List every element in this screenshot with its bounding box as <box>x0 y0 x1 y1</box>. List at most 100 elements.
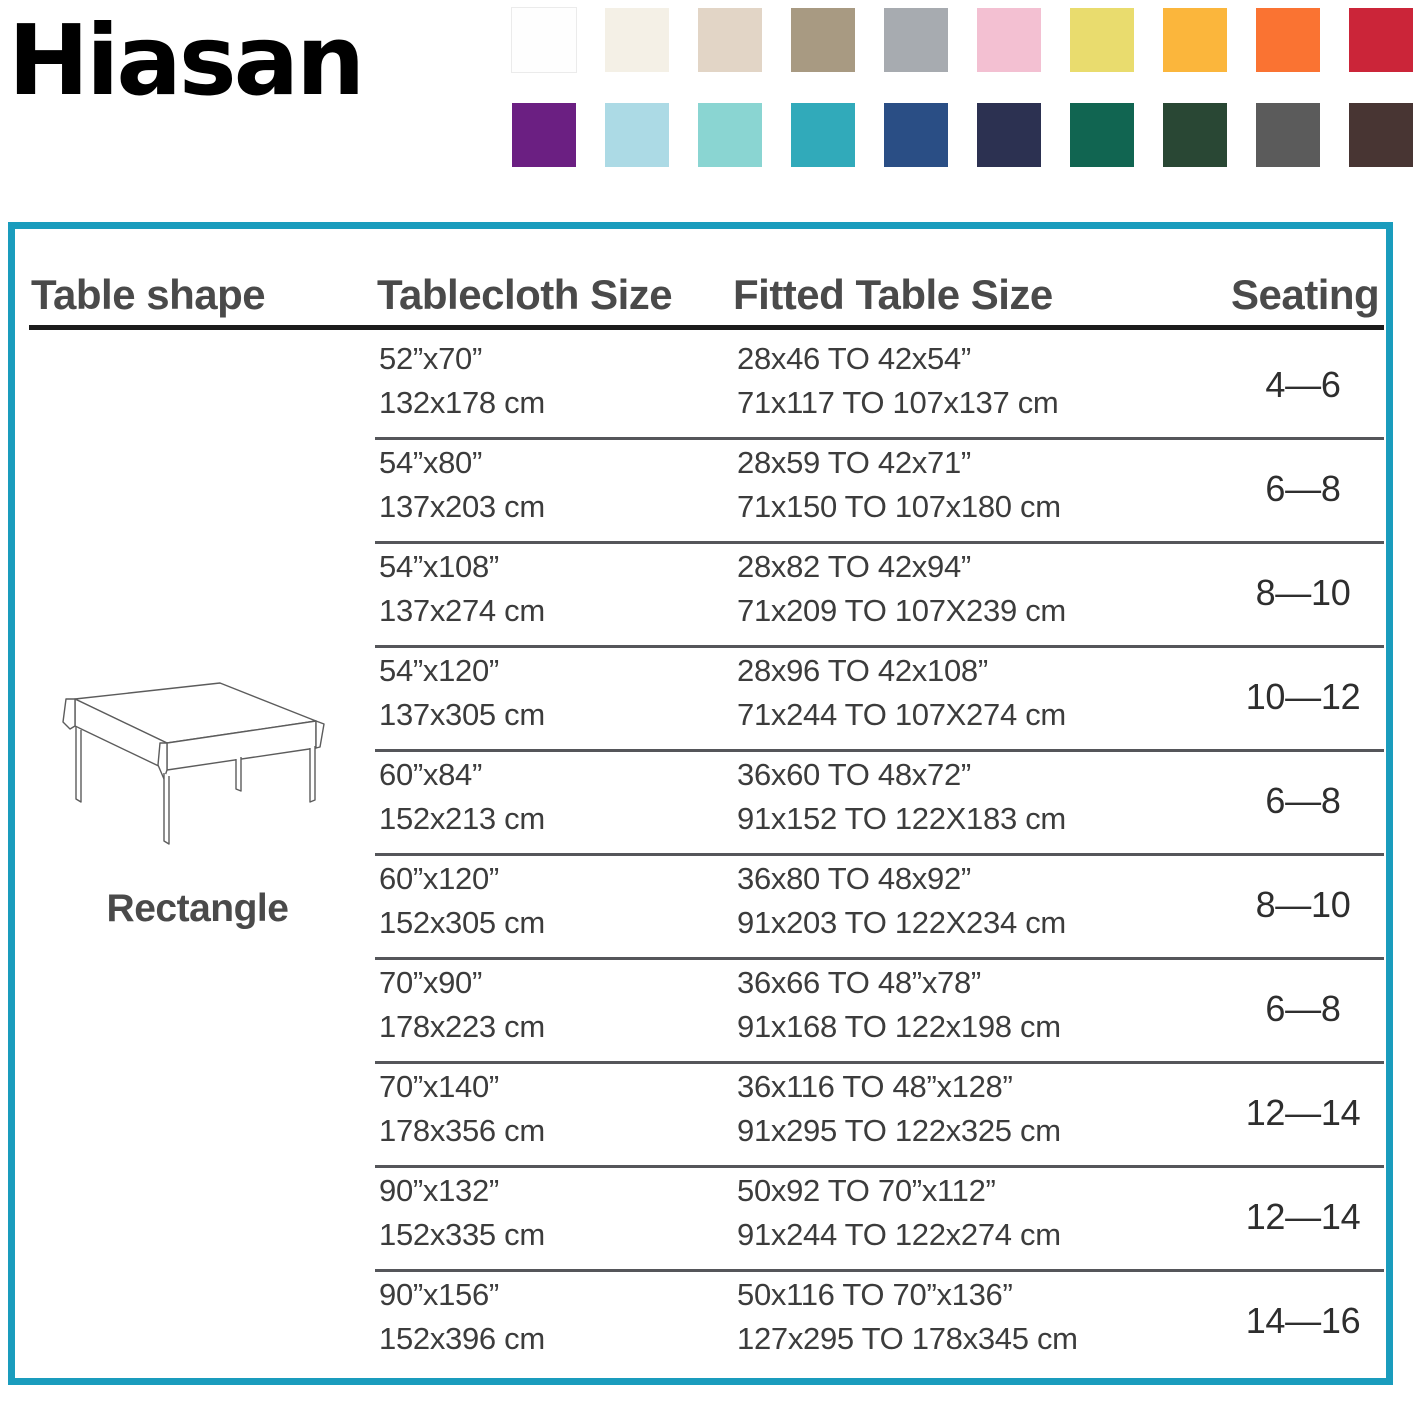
cell-tablecloth-size: 70”x90” 178x223 cm <box>379 957 729 1061</box>
tablecloth-size-inches: 54”x120” <box>379 653 499 688</box>
tablecloth-size-inches: 54”x108” <box>379 549 499 584</box>
row-divider <box>375 957 1384 960</box>
color-swatch-taupe[interactable] <box>791 8 855 72</box>
row-divider <box>375 1165 1384 1168</box>
cell-seating: 14—16 <box>1245 1300 1361 1341</box>
cell-seating: 8—10 <box>1255 884 1351 925</box>
color-swatch-charcoal-gray[interactable] <box>1256 103 1320 167</box>
table-row: 90”x156” 152x396 cm 50x116 TO 70”x136” 127x… <box>15 1269 1386 1373</box>
cell-fitted-table-size: 28x96 TO 42x108” 71x244 TO 107X274 cm <box>737 645 1217 749</box>
fitted-table-size-inches: 50x116 TO 70”x136” <box>737 1277 1013 1312</box>
header-divider <box>29 325 1384 330</box>
tablecloth-size-cm: 132x178 cm <box>379 385 545 420</box>
cell-seating: 6—8 <box>1265 988 1341 1029</box>
fitted-table-size-cm: 91x295 TO 122x325 cm <box>737 1113 1061 1148</box>
color-swatch-dark-brown[interactable] <box>1349 103 1413 167</box>
color-swatch-row-1 <box>512 8 1413 72</box>
fitted-table-size-cm: 91x168 TO 122x198 cm <box>737 1009 1061 1044</box>
tablecloth-size-inches: 54”x80” <box>379 445 483 480</box>
fitted-table-size-inches: 28x82 TO 42x94” <box>737 549 971 584</box>
cell-seating: 6—8 <box>1265 468 1341 509</box>
column-header-tablecloth-size: Tablecloth Size <box>377 271 673 318</box>
column-header-fitted-table-size: Fitted Table Size <box>733 271 1053 318</box>
cell-tablecloth-size: 52”x70” 132x178 cm <box>379 333 729 437</box>
fitted-table-size-cm: 127x295 TO 178x345 cm <box>737 1321 1078 1356</box>
brand-logo: Hiasan <box>8 4 365 117</box>
row-divider <box>375 1269 1384 1272</box>
color-swatch-marigold[interactable] <box>1163 8 1227 72</box>
fitted-table-size-cm: 91x244 TO 122x274 cm <box>737 1217 1061 1252</box>
color-swatch-navy-blue[interactable] <box>884 103 948 167</box>
color-swatch-beige[interactable] <box>698 8 762 72</box>
color-swatch-light-blue[interactable] <box>605 103 669 167</box>
cell-tablecloth-size: 54”x108” 137x274 cm <box>379 541 729 645</box>
tablecloth-size-cm: 137x203 cm <box>379 489 545 524</box>
cell-seating: 10—12 <box>1245 676 1361 717</box>
cell-tablecloth-size: 90”x156” 152x396 cm <box>379 1269 729 1373</box>
cell-seating: 8—10 <box>1255 572 1351 613</box>
tablecloth-size-inches: 60”x84” <box>379 757 483 792</box>
cell-fitted-table-size: 36x116 TO 48”x128” 91x295 TO 122x325 cm <box>737 1061 1217 1165</box>
color-swatch-midnight-navy[interactable] <box>977 103 1041 167</box>
table-row: 54”x120” 137x305 cm 28x96 TO 42x108” 71x244… <box>15 645 1386 749</box>
cell-seating: 12—14 <box>1245 1196 1361 1237</box>
tablecloth-size-inches: 90”x156” <box>379 1277 499 1312</box>
fitted-table-size-cm: 71x117 TO 107x137 cm <box>737 385 1059 420</box>
row-divider <box>375 1061 1384 1064</box>
table-row: 52”x70” 132x178 cm 28x46 TO 42x54” 71x117 T… <box>15 333 1386 437</box>
tablecloth-size-inches: 52”x70” <box>379 341 483 376</box>
cell-seating: 6—8 <box>1265 780 1341 821</box>
tablecloth-size-cm: 152x335 cm <box>379 1217 545 1252</box>
color-swatch-purple[interactable] <box>512 103 576 167</box>
cell-tablecloth-size: 70”x140” 178x356 cm <box>379 1061 729 1165</box>
cell-fitted-table-size: 28x46 TO 42x54” 71x117 TO 107x137 cm <box>737 333 1217 437</box>
cell-seating: 12—14 <box>1245 1092 1361 1133</box>
rectangle-table-icon <box>61 682 325 845</box>
tablecloth-size-cm: 137x274 cm <box>379 593 545 628</box>
cell-fitted-table-size: 28x82 TO 42x94” 71x209 TO 107X239 cm <box>737 541 1217 645</box>
color-swatch-white[interactable] <box>512 8 576 72</box>
row-divider <box>375 749 1384 752</box>
color-swatch-orange[interactable] <box>1256 8 1320 72</box>
fitted-table-size-cm: 71x209 TO 107X239 cm <box>737 593 1066 628</box>
cell-fitted-table-size: 50x92 TO 70”x112” 91x244 TO 122x274 cm <box>737 1165 1217 1269</box>
table-row: 54”x80” 137x203 cm 28x59 TO 42x71” 71x150 T… <box>15 437 1386 541</box>
color-swatch-crimson-red[interactable] <box>1349 8 1413 72</box>
cell-fitted-table-size: 36x60 TO 48x72” 91x152 TO 122X183 cm <box>737 749 1217 853</box>
tablecloth-size-cm: 178x223 cm <box>379 1009 545 1044</box>
cell-fitted-table-size: 36x80 TO 48x92” 91x203 TO 122X234 cm <box>737 853 1217 957</box>
size-chart-header-row: Table shape Tablecloth Size Fitted Table… <box>15 253 1386 327</box>
color-swatch-ivory[interactable] <box>605 8 669 72</box>
cell-tablecloth-size: 60”x84” 152x213 cm <box>379 749 729 853</box>
color-swatch-emerald-green[interactable] <box>1070 103 1134 167</box>
cell-tablecloth-size: 54”x80” 137x203 cm <box>379 437 729 541</box>
size-chart-body: 52”x70” 132x178 cm 28x46 TO 42x54” 71x117 T… <box>15 333 1386 1373</box>
fitted-table-size-inches: 36x60 TO 48x72” <box>737 757 971 792</box>
cell-fitted-table-size: 50x116 TO 70”x136” 127x295 TO 178x345 cm <box>737 1269 1217 1373</box>
table-row: 70”x90” 178x223 cm 36x66 TO 48”x78” 91x168 … <box>15 957 1386 1061</box>
fitted-table-size-inches: 28x46 TO 42x54” <box>737 341 971 376</box>
tablecloth-size-inches: 60”x120” <box>379 861 499 896</box>
fitted-table-size-cm: 91x152 TO 122X183 cm <box>737 801 1066 836</box>
color-swatch-silver-gray[interactable] <box>884 8 948 72</box>
color-swatch-blush-pink[interactable] <box>977 8 1041 72</box>
cell-tablecloth-size: 60”x120” 152x305 cm <box>379 853 729 957</box>
cell-tablecloth-size: 54”x120” 137x305 cm <box>379 645 729 749</box>
fitted-table-size-inches: 36x80 TO 48x92” <box>737 861 971 896</box>
fitted-table-size-inches: 50x92 TO 70”x112” <box>737 1173 996 1208</box>
color-swatch-teal[interactable] <box>791 103 855 167</box>
table-row: 70”x140” 178x356 cm 36x116 TO 48”x128” 91x2… <box>15 1061 1386 1165</box>
table-row: 60”x84” 152x213 cm 36x60 TO 48x72” 91x152 T… <box>15 749 1386 853</box>
column-header-table-shape: Table shape <box>31 271 266 318</box>
tablecloth-size-cm: 137x305 cm <box>379 697 545 732</box>
color-swatch-pale-yellow[interactable] <box>1070 8 1134 72</box>
cell-seating: 4—6 <box>1265 364 1341 405</box>
tablecloth-size-inches: 90”x132” <box>379 1173 499 1208</box>
fitted-table-size-inches: 36x116 TO 48”x128” <box>737 1069 1013 1104</box>
tablecloth-size-inches: 70”x140” <box>379 1069 499 1104</box>
cell-fitted-table-size: 36x66 TO 48”x78” 91x168 TO 122x198 cm <box>737 957 1217 1061</box>
table-shape-cell: Rectangle <box>25 669 370 931</box>
color-swatch-forest-green[interactable] <box>1163 103 1227 167</box>
table-shape-label: Rectangle <box>106 887 289 930</box>
color-swatch-aqua[interactable] <box>698 103 762 167</box>
